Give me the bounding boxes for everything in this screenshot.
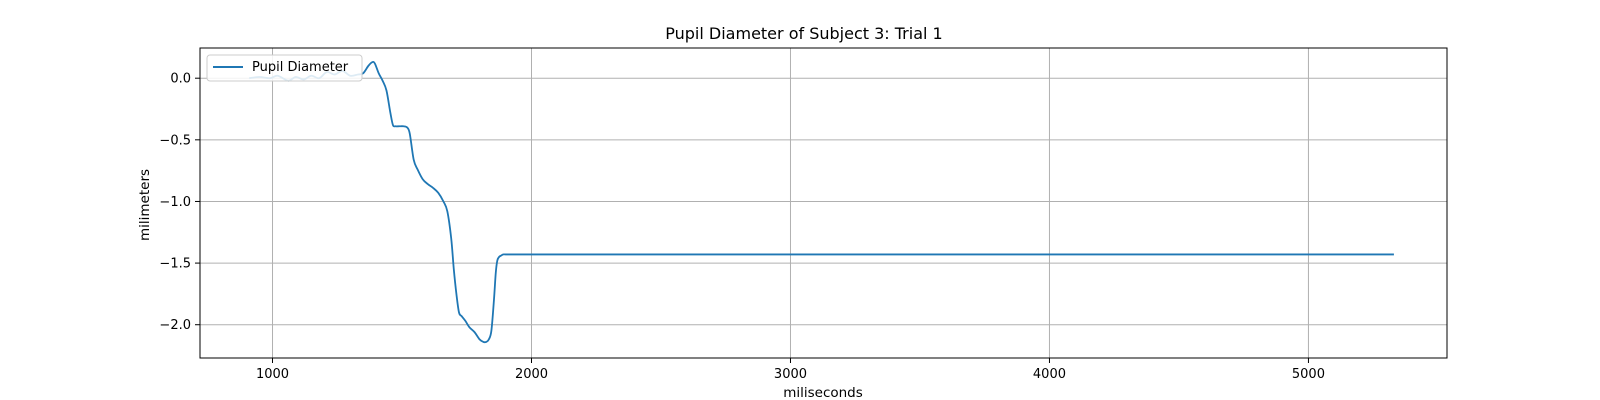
legend: Pupil Diameter — [206, 54, 363, 82]
x-axis-label: miliseconds — [783, 385, 863, 400]
y-axis: 0.0 −0.5 −1.0 −1.5 −2.0 — [159, 72, 200, 333]
y-tick-label: −1.5 — [159, 257, 191, 272]
y-tick-label: −1.0 — [159, 195, 191, 210]
x-tick-label: 5000 — [1292, 367, 1325, 382]
x-tick-label: 2000 — [515, 367, 548, 382]
y-axis-label: milimeters — [137, 169, 153, 241]
x-axis: 1000 2000 3000 4000 5000 — [256, 358, 1325, 382]
y-tick-label: −0.5 — [159, 133, 191, 148]
plot-frame — [199, 47, 1448, 359]
grid — [200, 48, 1447, 358]
legend-label: Pupil Diameter — [252, 60, 349, 75]
x-tick-label: 1000 — [256, 367, 289, 382]
chart-title: Pupil Diameter of Subject 3: Trial 1 — [665, 24, 942, 43]
legend-box — [206, 54, 363, 82]
y-tick-label: −2.0 — [159, 318, 191, 333]
y-tick-label: 0.0 — [170, 72, 191, 87]
x-tick-label: 3000 — [774, 367, 807, 382]
x-tick-label: 4000 — [1033, 367, 1066, 382]
